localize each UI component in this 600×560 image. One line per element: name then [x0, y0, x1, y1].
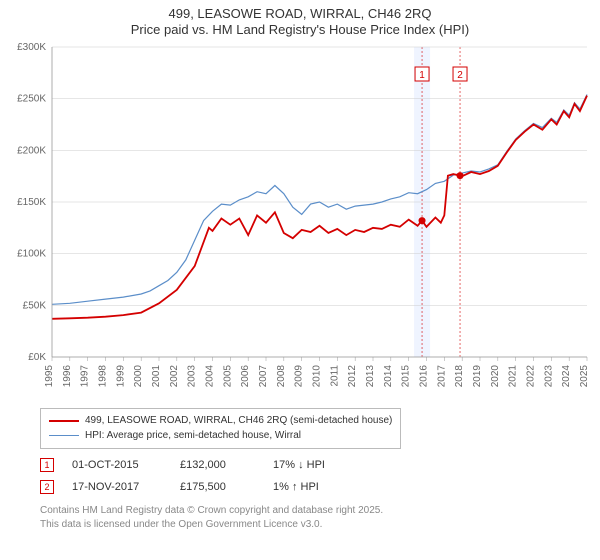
footer: Contains HM Land Registry data © Crown c… — [40, 504, 383, 532]
svg-text:2025: 2025 — [579, 365, 590, 388]
svg-text:1996: 1996 — [62, 365, 73, 388]
legend-label-price-paid: 499, LEASOWE ROAD, WIRRAL, CH46 2RQ (sem… — [85, 413, 392, 428]
chart-svg: £0K £50K £100K £150K £200K £250K £300K 1995 1996… — [0, 42, 600, 402]
svg-text:£200K: £200K — [17, 145, 46, 156]
svg-text:1995: 1995 — [44, 365, 55, 388]
legend-swatch-price-paid — [49, 420, 79, 422]
svg-text:£300K: £300K — [17, 42, 46, 53]
svg-text:2017: 2017 — [436, 365, 447, 388]
transaction-row: 2 17-NOV-2017 £175,500 1% ↑ HPI — [40, 476, 353, 498]
svg-text:1999: 1999 — [115, 365, 126, 388]
transaction-marker-icon: 2 — [40, 480, 54, 494]
svg-text:2014: 2014 — [383, 365, 394, 388]
svg-text:2: 2 — [457, 70, 463, 81]
svg-text:2018: 2018 — [454, 365, 465, 388]
svg-text:2002: 2002 — [169, 365, 180, 388]
svg-text:£250K: £250K — [17, 94, 46, 105]
svg-text:£50K: £50K — [23, 300, 47, 311]
chart-titles: 499, LEASOWE ROAD, WIRRAL, CH46 2RQ Pric… — [0, 0, 600, 37]
svg-text:2012: 2012 — [347, 365, 358, 388]
svg-text:2016: 2016 — [419, 365, 430, 388]
svg-text:1998: 1998 — [98, 365, 109, 388]
transaction-marker-icon: 1 — [40, 458, 54, 472]
transaction-price: £132,000 — [180, 459, 255, 471]
svg-text:1: 1 — [419, 70, 425, 81]
svg-text:2008: 2008 — [276, 365, 287, 388]
svg-text:2001: 2001 — [151, 365, 162, 388]
svg-text:2005: 2005 — [222, 365, 233, 388]
footer-line2: This data is licensed under the Open Gov… — [40, 518, 383, 532]
title-address: 499, LEASOWE ROAD, WIRRAL, CH46 2RQ — [0, 6, 600, 21]
transaction-delta: 1% ↑ HPI — [273, 481, 353, 493]
transaction-delta: 17% ↓ HPI — [273, 459, 353, 471]
svg-text:2006: 2006 — [240, 365, 251, 388]
transaction-row: 1 01-OCT-2015 £132,000 17% ↓ HPI — [40, 454, 353, 476]
svg-text:2021: 2021 — [508, 365, 519, 388]
transaction-price: £175,500 — [180, 481, 255, 493]
svg-text:£0K: £0K — [28, 352, 46, 363]
svg-text:2000: 2000 — [133, 365, 144, 388]
svg-text:£150K: £150K — [17, 197, 46, 208]
svg-text:2004: 2004 — [205, 365, 216, 388]
svg-text:2003: 2003 — [187, 365, 198, 388]
svg-text:2022: 2022 — [526, 365, 537, 388]
footer-line1: Contains HM Land Registry data © Crown c… — [40, 504, 383, 518]
svg-text:2010: 2010 — [312, 365, 323, 388]
svg-text:2020: 2020 — [490, 365, 501, 388]
svg-text:2007: 2007 — [258, 365, 269, 388]
chart-area: £0K £50K £100K £150K £200K £250K £300K 1995 1996… — [0, 42, 600, 402]
legend: 499, LEASOWE ROAD, WIRRAL, CH46 2RQ (sem… — [40, 408, 401, 449]
legend-swatch-hpi — [49, 435, 79, 436]
svg-text:2024: 2024 — [561, 365, 572, 388]
svg-text:2011: 2011 — [329, 365, 340, 387]
transaction-date: 01-OCT-2015 — [72, 459, 162, 471]
legend-row-price-paid: 499, LEASOWE ROAD, WIRRAL, CH46 2RQ (sem… — [49, 413, 392, 428]
svg-text:2009: 2009 — [294, 365, 305, 388]
title-subtitle: Price paid vs. HM Land Registry's House … — [0, 22, 600, 37]
svg-text:2013: 2013 — [365, 365, 376, 388]
transaction-date: 17-NOV-2017 — [72, 481, 162, 493]
legend-row-hpi: HPI: Average price, semi-detached house,… — [49, 428, 392, 443]
svg-text:2019: 2019 — [472, 365, 483, 388]
svg-text:£100K: £100K — [17, 249, 46, 260]
svg-text:2015: 2015 — [401, 365, 412, 388]
svg-text:2023: 2023 — [543, 365, 554, 388]
transactions-table: 1 01-OCT-2015 £132,000 17% ↓ HPI 2 17-NO… — [40, 454, 353, 498]
legend-label-hpi: HPI: Average price, semi-detached house,… — [85, 428, 301, 443]
svg-text:1997: 1997 — [80, 365, 91, 388]
